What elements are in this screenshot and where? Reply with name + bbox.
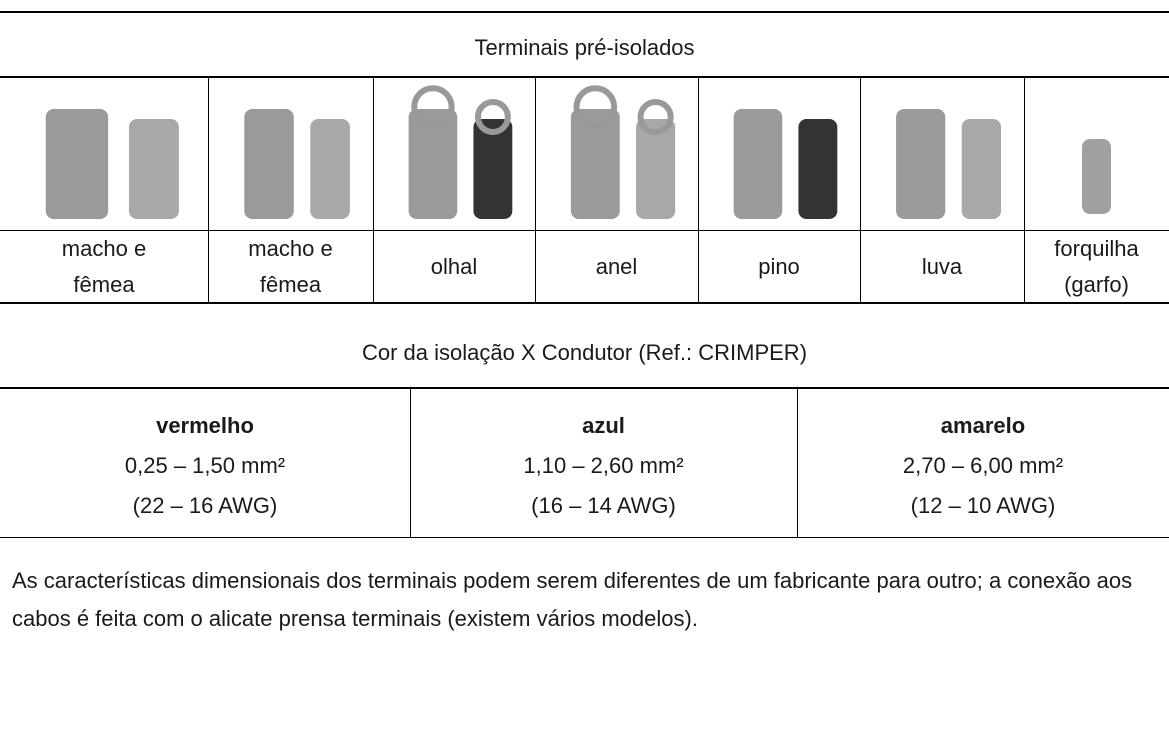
terminal-label: macho e [61, 235, 147, 261]
wire-awg: (16 – 14 AWG) [531, 493, 676, 518]
terminal-label: fêmea [73, 271, 135, 297]
cell-border [373, 77, 374, 303]
wire-section: 0,25 – 1,50 mm² [124, 453, 286, 478]
terminal-shape [45, 109, 109, 219]
terminal-label: anel [595, 253, 638, 279]
cell-border [1024, 77, 1025, 303]
terminal-ring [474, 99, 511, 135]
wire-section: 1,10 – 2,60 mm² [523, 453, 684, 478]
terminal-shape [570, 109, 620, 219]
table-title: Cor da isolação X Condutor (Ref.: CRIMPE… [361, 340, 808, 365]
terminal-label: forquilha [1054, 235, 1139, 261]
rule [0, 387, 1169, 389]
terminal-label: (garfo) [1064, 271, 1129, 297]
terminal-image [1082, 139, 1111, 214]
terminal-image [408, 85, 513, 219]
wire-awg: (22 – 16 AWG) [132, 493, 278, 518]
terminal-ring [637, 98, 674, 136]
terminal-shape [310, 119, 350, 219]
terminal-shape [1082, 139, 1111, 214]
terminal-label: luva [921, 253, 963, 279]
terminal-image [896, 109, 1002, 219]
rule [0, 11, 1169, 13]
terminal-shape [798, 119, 838, 219]
rule [0, 537, 1169, 538]
terminal-ring [411, 85, 455, 129]
terminal-shape [473, 119, 513, 219]
terminal-shape [408, 109, 458, 219]
terminal-label: olhal [430, 253, 478, 279]
color-name: amarelo [940, 413, 1026, 438]
terminal-shape [244, 109, 294, 219]
color-name: azul [582, 413, 625, 438]
note: As características dimensionais dos term… [12, 568, 1133, 631]
cell-border [860, 77, 861, 303]
color-name: vermelho [156, 413, 254, 438]
terminal-image [45, 109, 179, 219]
wire-section: 2,70 – 6,00 mm² [902, 453, 1064, 478]
terminal-image [244, 109, 350, 219]
terminal-image [733, 109, 838, 219]
terminal-ring [573, 85, 618, 129]
cell-border [535, 77, 536, 303]
cell-border [797, 388, 798, 538]
cell-border [208, 77, 209, 303]
terminal-shape [961, 119, 1002, 219]
terminal-shape [128, 119, 179, 219]
terminal-shape [636, 119, 676, 219]
terminal-label: fêmea [259, 271, 322, 297]
terminal-label: pino [758, 253, 800, 279]
terminal-shape [896, 109, 946, 219]
section-title: Terminais pré-isolados [474, 35, 695, 60]
rule [0, 302, 1169, 304]
terminal-label: macho e [248, 235, 333, 261]
terminal-image [570, 85, 676, 219]
cell-border [410, 388, 411, 538]
rule [0, 76, 1169, 78]
rule [0, 230, 1169, 231]
terminal-shape [733, 109, 783, 219]
wire-awg: (12 – 10 AWG) [910, 493, 1056, 518]
cell-border [698, 77, 699, 303]
